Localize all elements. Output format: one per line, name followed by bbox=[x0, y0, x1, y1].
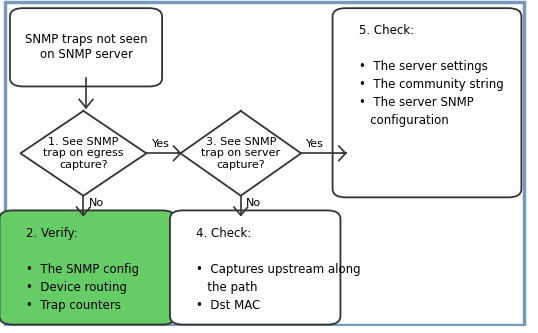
FancyBboxPatch shape bbox=[10, 8, 162, 87]
Text: 5. Check:

•  The server settings
•  The community string
•  The server SNMP
   : 5. Check: • The server settings • The co… bbox=[359, 24, 504, 128]
Text: No: No bbox=[246, 197, 261, 207]
Text: 4. Check:

•  Captures upstream along
   the path
•  Dst MAC: 4. Check: • Captures upstream along the … bbox=[196, 227, 361, 312]
Text: 1. See SNMP
trap on egress
capture?: 1. See SNMP trap on egress capture? bbox=[43, 137, 124, 170]
Text: Yes: Yes bbox=[152, 139, 169, 149]
Polygon shape bbox=[20, 111, 146, 196]
Text: SNMP traps not seen
on SNMP server: SNMP traps not seen on SNMP server bbox=[25, 33, 147, 61]
FancyBboxPatch shape bbox=[5, 2, 524, 325]
Polygon shape bbox=[180, 111, 301, 196]
FancyBboxPatch shape bbox=[0, 210, 175, 325]
Text: 2. Verify:

•  The SNMP config
•  Device routing
•  Trap counters: 2. Verify: • The SNMP config • Device ro… bbox=[26, 227, 139, 312]
Text: No: No bbox=[89, 197, 104, 207]
Text: 3. See SNMP
trap on server
capture?: 3. See SNMP trap on server capture? bbox=[201, 137, 280, 170]
Text: Yes: Yes bbox=[306, 139, 324, 149]
FancyBboxPatch shape bbox=[332, 8, 521, 197]
FancyBboxPatch shape bbox=[170, 210, 341, 325]
